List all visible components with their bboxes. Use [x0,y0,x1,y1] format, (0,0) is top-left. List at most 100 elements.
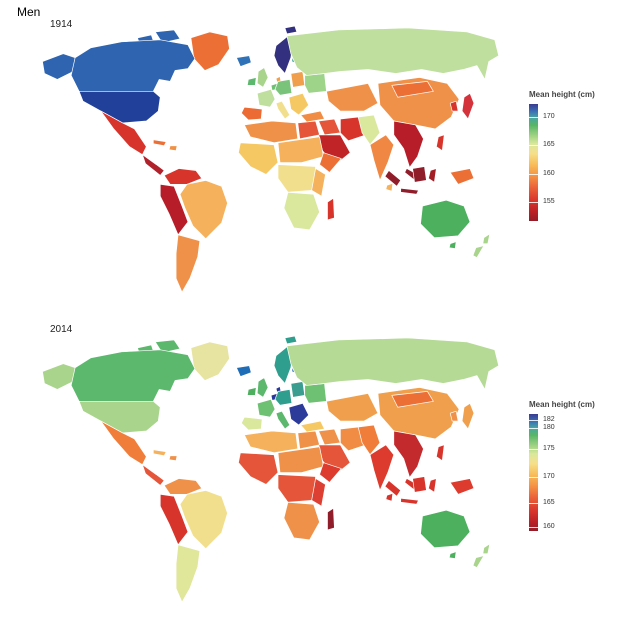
legend-tick-label: 165 [543,140,555,148]
canada-region [70,349,196,402]
legend-tick-label: 160 [543,522,555,530]
philippines-region [435,444,445,462]
germany-central-europe-region [274,389,293,406]
argentina-chile-region [175,234,201,293]
iceland-region [236,55,252,67]
uk-region [256,67,269,88]
alaska-region [42,53,76,80]
philippines-region [435,134,445,152]
madagascar-region [327,507,335,531]
central-asia-region [326,83,379,112]
baffin-island-region [154,339,181,354]
north-africa-maghreb-region [244,430,299,454]
italy-region [275,100,291,120]
west-africa-region [238,452,279,485]
world-map-2014 [30,334,526,621]
legend-tick-label: 170 [543,112,555,120]
korea-region [449,410,459,422]
svalbard-region [284,335,298,345]
afghanistan-pakistan-region [357,424,381,456]
horn-of-africa-region [319,462,342,483]
legend-tick-mark [529,526,538,528]
poland-baltics-region [290,381,306,398]
legend-1914: Mean height (cm) 170 165 160 155 [529,90,629,221]
japan-region [461,92,475,120]
legend-2014: Mean height (cm) 182 180 175 170 165 160 [529,400,629,531]
central-africa-region [277,474,316,503]
sahel-sudan-region [277,446,324,473]
mexico-region [100,420,147,465]
southeast-asia-region [393,430,424,478]
central-asia-region [326,393,379,422]
germany-central-europe-region [274,79,293,96]
southern-africa-region [283,501,320,541]
legend-tick-mark [529,116,538,118]
borneo-region [412,476,427,493]
iberia-region [241,416,263,431]
brazil-region [179,490,228,550]
usa-region [78,90,161,124]
legend-tick-mark [529,502,538,504]
legend-tick-label: 175 [543,445,555,453]
year-label-2014: 2014 [50,324,73,335]
sri-lanka-region [385,492,394,502]
legend-tick-label: 165 [543,498,555,506]
iceland-region [236,365,252,377]
balkans-region [288,92,310,116]
balkans-region [288,402,310,426]
new-zealand-south-region [472,555,485,568]
afghanistan-pakistan-region [357,114,381,146]
southern-africa-region [283,191,320,231]
new-zealand-north-region [482,233,491,245]
russia-region [286,337,500,390]
sahel-sudan-region [277,136,324,163]
legend-tick-mark [529,477,538,479]
hispaniola-region [168,455,178,462]
north-africa-maghreb-region [244,120,299,144]
central-america-region [142,464,165,486]
svalbard-region [284,25,298,35]
central-africa-region [277,164,316,193]
new-zealand-north-region [482,543,491,555]
poland-baltics-region [290,71,306,88]
sumatra-region [384,170,402,187]
tasmania-region [448,551,457,559]
ireland-region [246,387,257,396]
iraq-syria-region [318,118,341,136]
cuba-region [152,139,167,147]
page-title: Men [17,5,41,19]
alaska-region [42,363,76,390]
east-africa-region [311,168,326,197]
legend-tick-label: 155 [543,198,555,206]
baffin-island-region [154,29,181,44]
france-region [256,88,276,108]
java-region [400,497,419,505]
legend-tick-label: 160 [543,170,555,178]
horn-of-africa-region [319,152,342,173]
legend-tick-mark [529,419,538,421]
france-region [256,398,276,418]
legend-colorbar [529,414,538,531]
legend-tick-mark [529,428,538,430]
canada-region [70,39,196,92]
central-america-region [142,154,165,176]
sri-lanka-region [385,182,394,192]
legend-colorbar-wrap: 182 180 175 170 165 160 [529,414,555,531]
sulawesi-region [428,478,437,493]
legend-tick-mark [529,202,538,204]
cuba-region [152,449,167,457]
new-guinea-region [449,168,475,185]
legend-tick-mark [529,449,538,451]
india-region [369,444,395,491]
legend-colorbar [529,104,538,221]
ukraine-eastern-europe-region [304,383,327,404]
ukraine-eastern-europe-region [304,73,327,94]
sumatra-region [384,480,402,497]
tasmania-region [448,241,457,249]
turkey-region [300,110,325,123]
legend-tick-label: 182 [543,415,555,423]
legend-title: Mean height (cm) [529,90,595,99]
japan-region [461,402,475,430]
legend-tick-mark [529,174,538,176]
legend-tick-mark [529,144,538,146]
